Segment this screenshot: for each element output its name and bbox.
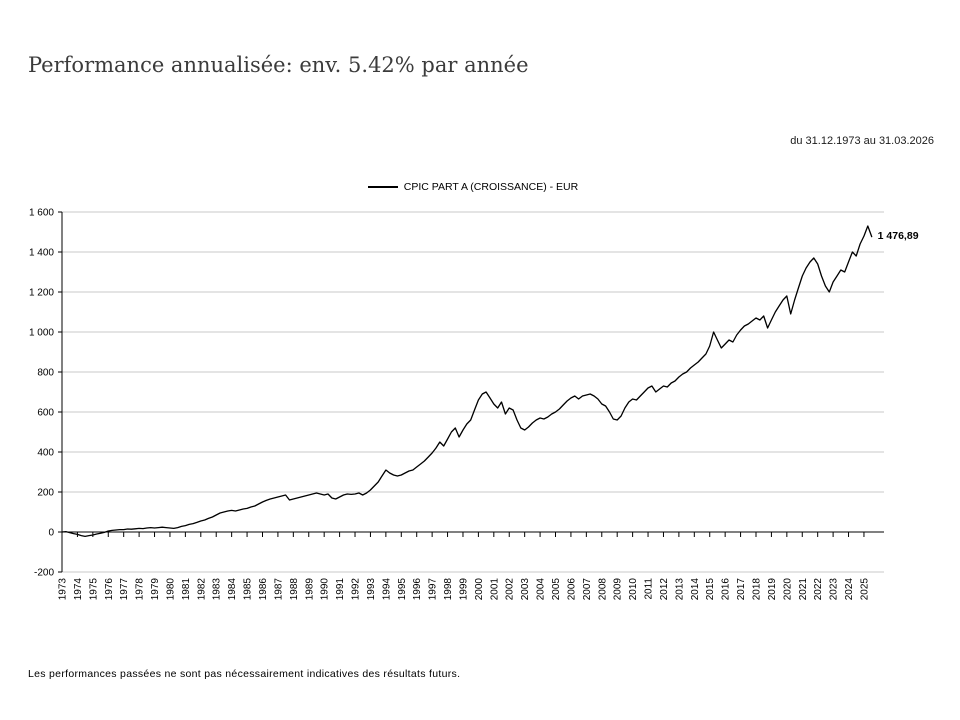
x-tick-label: 1997 bbox=[428, 578, 439, 601]
y-tick-label: 1 400 bbox=[29, 248, 54, 259]
x-tick-label: 2024 bbox=[844, 578, 855, 601]
x-tick-label: 2008 bbox=[597, 578, 608, 601]
x-tick-label: 1976 bbox=[104, 578, 115, 601]
x-tick-label: 1981 bbox=[181, 578, 192, 601]
x-tick-label: 2012 bbox=[659, 578, 670, 601]
y-tick-label: 600 bbox=[37, 408, 54, 419]
x-tick-label: 1982 bbox=[196, 578, 207, 601]
x-tick-label: 2018 bbox=[751, 578, 762, 601]
x-tick-label: 2025 bbox=[859, 578, 870, 601]
x-tick-label: 1980 bbox=[165, 578, 176, 601]
x-tick-label: 1984 bbox=[227, 578, 238, 601]
x-tick-label: 1973 bbox=[58, 578, 69, 601]
x-tick-label: 2017 bbox=[736, 578, 747, 601]
x-tick-label: 2016 bbox=[721, 578, 732, 601]
x-tick-label: 1992 bbox=[351, 578, 362, 601]
page-title: Performance annualisée: env. 5.42% par a… bbox=[28, 53, 529, 77]
x-tick-label: 1990 bbox=[320, 578, 331, 601]
x-tick-label: 1999 bbox=[458, 578, 469, 601]
y-tick-label: 200 bbox=[37, 488, 54, 499]
chart-legend: CPIC PART A (CROISSANCE) - EUR bbox=[62, 179, 884, 195]
disclaimer-text: Les performances passées ne sont pas néc… bbox=[28, 668, 461, 680]
x-tick-label: 2021 bbox=[798, 578, 809, 601]
x-tick-label: 1975 bbox=[88, 578, 99, 601]
x-tick-label: 1986 bbox=[258, 578, 269, 601]
x-tick-label: 2020 bbox=[782, 578, 793, 601]
x-tick-label: 2002 bbox=[505, 578, 516, 601]
x-tick-label: 1985 bbox=[243, 578, 254, 601]
end-value-label: 1 476,89 bbox=[877, 229, 919, 242]
x-tick-label: 1987 bbox=[273, 578, 284, 601]
x-tick-label: 1974 bbox=[73, 578, 84, 601]
y-tick-label: 400 bbox=[37, 448, 54, 459]
y-tick-label: -200 bbox=[34, 568, 54, 579]
x-tick-label: 2014 bbox=[690, 578, 701, 601]
x-tick-label: 1988 bbox=[289, 578, 300, 601]
x-tick-label: 2001 bbox=[489, 578, 500, 601]
y-tick-label: 1 000 bbox=[29, 328, 54, 339]
x-tick-label: 2003 bbox=[520, 578, 531, 601]
x-tick-label: 2007 bbox=[582, 578, 593, 601]
x-tick-label: 2006 bbox=[566, 578, 577, 601]
x-tick-label: 2010 bbox=[628, 578, 639, 601]
x-tick-label: 1989 bbox=[304, 578, 315, 601]
y-tick-label: 1 200 bbox=[29, 288, 54, 299]
x-tick-label: 1983 bbox=[212, 578, 223, 601]
x-tick-label: 1979 bbox=[150, 578, 161, 601]
x-tick-label: 2022 bbox=[813, 578, 824, 601]
x-tick-label: 2013 bbox=[674, 578, 685, 601]
series-line-cpic bbox=[61, 225, 873, 538]
y-tick-label: 800 bbox=[37, 368, 54, 379]
x-tick-label: 1996 bbox=[412, 578, 423, 601]
x-tick-label: 2000 bbox=[474, 578, 485, 601]
x-tick-label: 2009 bbox=[613, 578, 624, 601]
x-tick-label: 1994 bbox=[381, 578, 392, 601]
x-tick-label: 2005 bbox=[551, 578, 562, 601]
x-tick-label: 1977 bbox=[119, 578, 130, 601]
x-tick-label: 1993 bbox=[366, 578, 377, 601]
legend-line-swatch bbox=[367, 186, 398, 188]
x-tick-label: 2023 bbox=[829, 578, 840, 601]
x-tick-label: 1998 bbox=[443, 578, 454, 601]
y-tick-label: 0 bbox=[48, 528, 54, 539]
x-tick-label: 1991 bbox=[335, 578, 346, 601]
x-tick-label: 2019 bbox=[767, 578, 778, 601]
x-tick-label: 2011 bbox=[644, 578, 655, 600]
x-tick-label: 2015 bbox=[705, 578, 716, 601]
x-tick-label: 1995 bbox=[397, 578, 408, 601]
legend-series-label: CPIC PART A (CROISSANCE) - EUR bbox=[403, 181, 579, 193]
y-tick-label: 1 600 bbox=[29, 208, 54, 219]
x-tick-label: 1978 bbox=[135, 578, 146, 601]
date-range-label: du 31.12.1973 au 31.03.2026 bbox=[790, 135, 934, 147]
x-tick-label: 2004 bbox=[536, 578, 547, 601]
